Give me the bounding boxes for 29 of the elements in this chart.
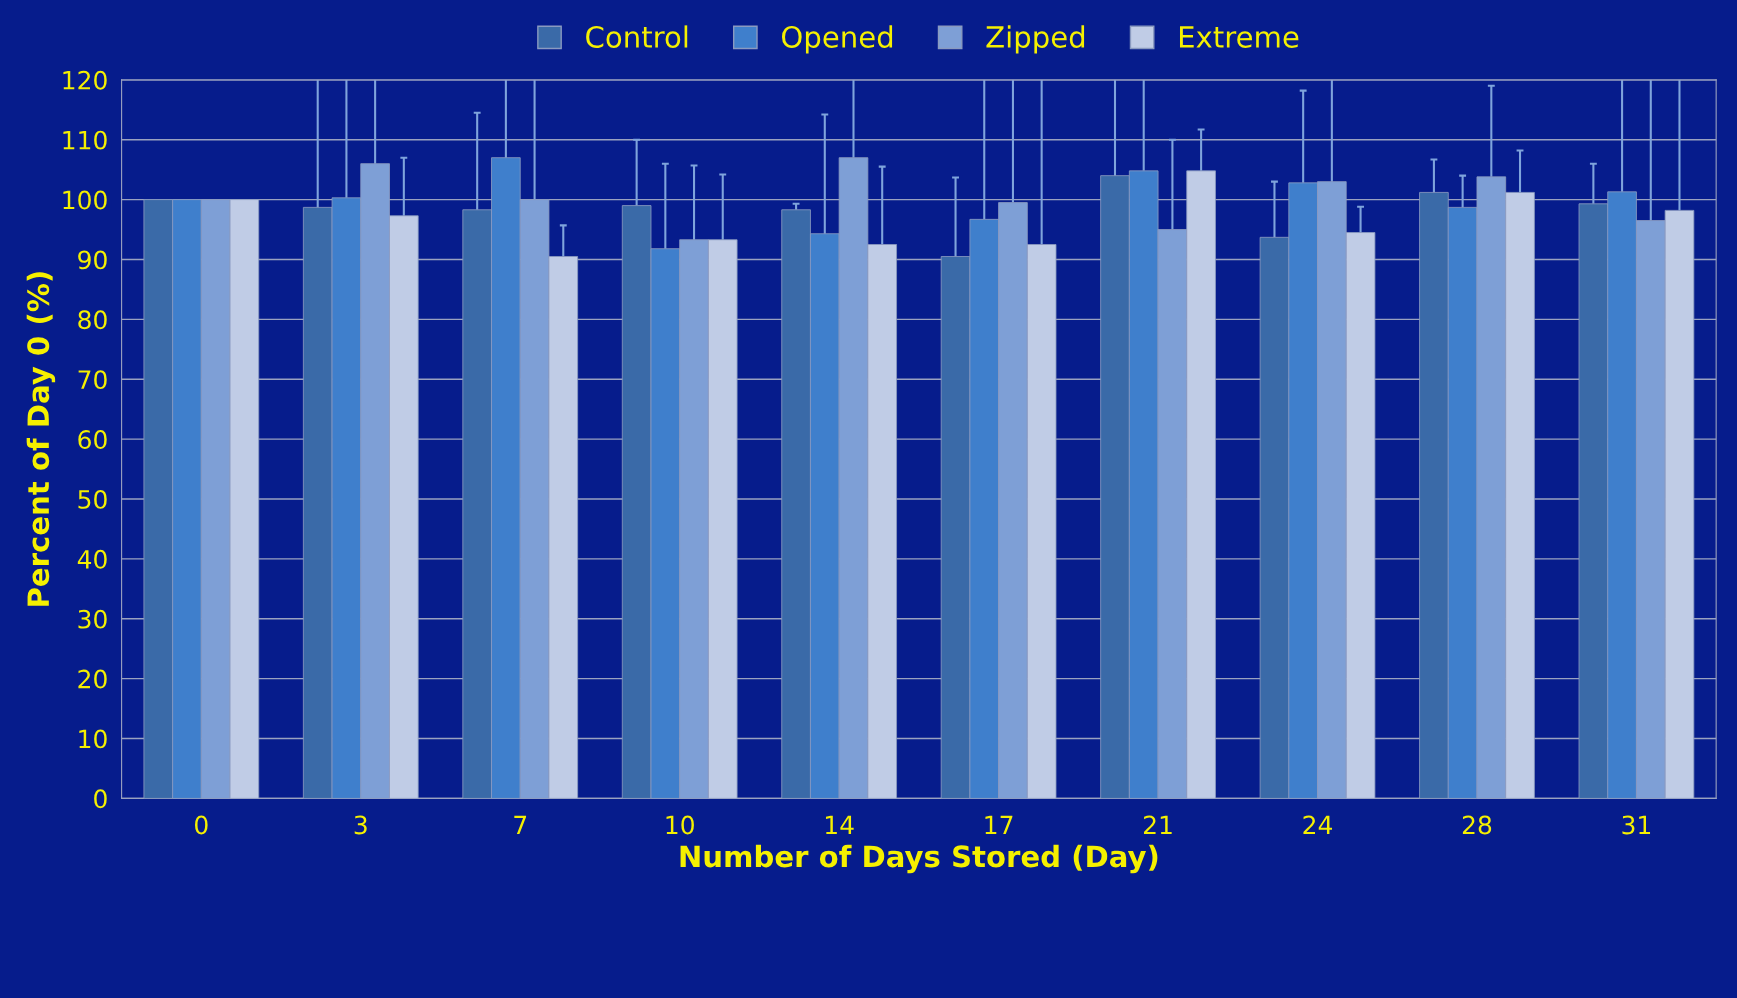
legend-label: Opened (781, 25, 893, 54)
x-tick-label: 28 (1462, 815, 1492, 835)
y-tick-label: 90 (78, 250, 107, 270)
x-tick-label: 31 (1622, 815, 1651, 835)
y-axis-title: Percent of Day 0 (%) (26, 272, 56, 606)
x-tick-label: 24 (1303, 815, 1333, 835)
y-tick-label: 20 (78, 669, 107, 689)
y-tick-label: 60 (78, 430, 107, 449)
x-tick-label: 10 (666, 815, 694, 835)
x-axis-title: Number of Days Stored (Day) (680, 844, 1158, 874)
y-tick-label: 50 (78, 489, 107, 509)
legend-label: Zipped (986, 25, 1085, 54)
y-tick-label: 10 (79, 729, 107, 749)
y-tick-label: 110 (63, 130, 107, 150)
y-tick-label: 80 (78, 310, 107, 330)
legend-label: Control (586, 25, 688, 48)
x-tick-label: 3 (354, 815, 367, 835)
legend-label: Extreme (1179, 26, 1299, 48)
x-tick-label: 17 (985, 815, 1013, 835)
y-tick-label: 100 (63, 190, 107, 210)
y-tick-label: 70 (78, 370, 107, 390)
x-tick-label: 7 (514, 815, 527, 835)
y-tick-label: 30 (78, 609, 107, 629)
y-tick-label: 40 (77, 549, 107, 569)
x-tick-label: 0 (195, 815, 208, 835)
y-tick-label: 0 (94, 789, 107, 809)
x-tick-label: 14 (825, 815, 854, 835)
y-tick-label: 120 (63, 70, 107, 90)
x-tick-label: 21 (1143, 815, 1172, 835)
